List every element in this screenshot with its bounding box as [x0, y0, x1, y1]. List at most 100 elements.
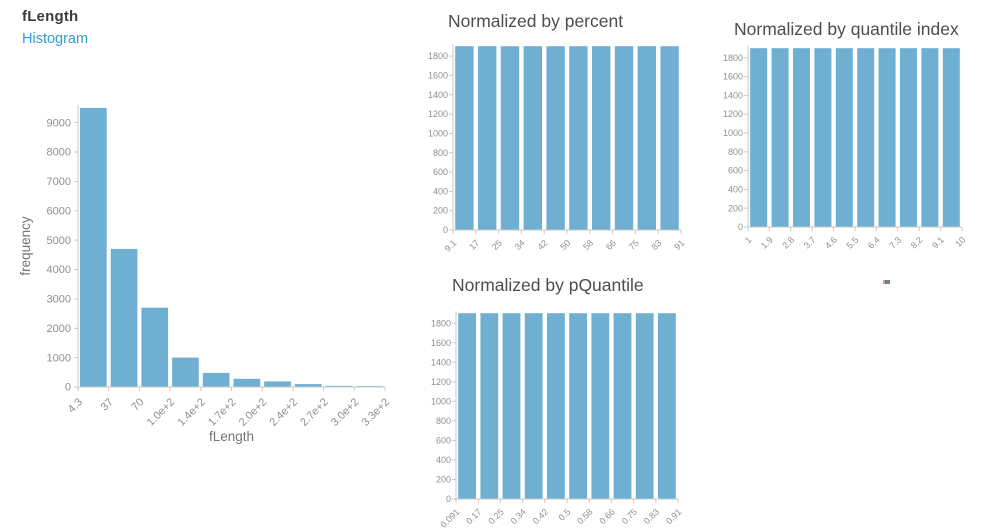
histogram-bar[interactable] — [524, 313, 543, 499]
histogram-bar[interactable] — [857, 48, 875, 228]
histogram-bar[interactable] — [523, 46, 542, 231]
y-tick-label: 3000 — [47, 294, 71, 306]
histogram-bar[interactable] — [546, 46, 565, 231]
x-tick-label: 0.25 — [486, 507, 505, 526]
y-tick-label: 200 — [433, 206, 448, 216]
histogram-bar[interactable] — [614, 46, 634, 231]
histogram-bar[interactable] — [900, 48, 917, 228]
y-tick-label: 200 — [728, 203, 743, 213]
y-tick-label: 7000 — [47, 176, 71, 188]
y-tick-label: 1200 — [431, 377, 451, 387]
x-tick-label: 0.42 — [531, 507, 550, 526]
y-tick-label: 9000 — [47, 117, 71, 129]
histogram-bar[interactable] — [814, 48, 832, 228]
y-tick-label: 600 — [728, 166, 743, 176]
y-tick-label: 8000 — [47, 147, 71, 159]
y-tick-label: 1400 — [428, 90, 448, 100]
y-tick-label: 1000 — [431, 396, 451, 406]
y-tick-label: 1000 — [47, 352, 71, 364]
x-tick-label: 2.8 — [780, 235, 796, 251]
y-tick-label: 1000 — [723, 128, 743, 138]
x-tick-label: 2.4e+2 — [268, 396, 300, 428]
y-tick-label: 1800 — [431, 318, 451, 328]
histogram-bar[interactable] — [480, 313, 499, 499]
histogram-bar[interactable] — [660, 46, 679, 231]
histogram-bar[interactable] — [592, 46, 611, 231]
histogram-bar[interactable] — [750, 48, 768, 228]
x-tick-label: 9.1 — [930, 235, 946, 251]
x-tick-label: 66 — [604, 238, 618, 252]
histogram-bar[interactable] — [141, 307, 169, 387]
y-tick-label: 1000 — [428, 128, 448, 138]
x-tick-label: 75 — [627, 238, 641, 252]
x-tick-label: 4.6 — [823, 235, 839, 251]
x-tick-label: 0.58 — [575, 507, 594, 526]
histogram-bar[interactable] — [502, 313, 521, 499]
x-tick-label: 0.75 — [620, 507, 639, 526]
x-tick-label: 10 — [953, 235, 967, 249]
x-tick-label: 7.3 — [887, 235, 903, 251]
x-tick-label: 0.66 — [597, 507, 616, 526]
x-tick-label: 1.0e+2 — [145, 396, 177, 428]
histogram-bar[interactable] — [458, 313, 476, 499]
y-tick-label: 1800 — [723, 53, 743, 63]
x-tick-label: 0.5 — [556, 507, 572, 523]
y-tick-label: 400 — [728, 184, 743, 194]
histogram-bar[interactable] — [264, 381, 291, 387]
y-tick-label: 4000 — [47, 264, 71, 276]
x-tick-label: 37 — [99, 396, 116, 413]
x-tick-label: 2.0e+2 — [237, 396, 269, 428]
y-tick-label: 0 — [738, 222, 743, 232]
histogram-bar[interactable] — [637, 46, 656, 231]
x-axis-title: fLength — [209, 429, 254, 444]
chart-type-link[interactable]: Histogram — [22, 31, 89, 47]
x-tick-label: 58 — [581, 238, 595, 252]
histogram-bar[interactable] — [455, 46, 474, 231]
histogram-bar[interactable] — [942, 48, 960, 228]
x-tick-label: 25 — [490, 238, 504, 252]
histogram-bar[interactable] — [878, 48, 896, 228]
histogram-bar[interactable] — [569, 46, 588, 231]
y-tick-label: 0 — [446, 494, 451, 504]
histogram-bar[interactable] — [325, 385, 353, 387]
y-tick-label: 600 — [433, 167, 448, 177]
x-tick-label: 3.0e+2 — [329, 396, 361, 428]
x-tick-label: 42 — [535, 238, 549, 252]
histogram-bar[interactable] — [613, 313, 632, 499]
histogram-bar[interactable] — [547, 313, 565, 499]
histogram-bar[interactable] — [793, 48, 810, 228]
chart-normalized_by_percent: 0 200 400 600 800 1000 1200 1400 1600 1800 9.1 17 25… — [428, 44, 686, 254]
histogram-bar[interactable] — [635, 313, 654, 499]
x-tick-label: 50 — [558, 238, 572, 252]
x-tick-label: 34 — [513, 238, 527, 252]
x-tick-label: 2.7e+2 — [298, 396, 330, 428]
chart-normalized_by_quantile_index: 0 200 400 600 800 1000 1200 1400 1600 1800 1 1.9 2.8… — [723, 46, 967, 251]
y-tick-label: 1800 — [428, 51, 448, 61]
histogram-bar[interactable] — [294, 384, 322, 387]
y-axis-title: frequency — [18, 216, 33, 276]
histogram-bar[interactable] — [921, 48, 939, 228]
histogram-bar[interactable] — [233, 378, 261, 387]
histogram-bar[interactable] — [771, 48, 789, 228]
x-tick-label: 83 — [649, 238, 663, 252]
x-tick-label: 8.2 — [909, 235, 925, 251]
histogram-bar[interactable] — [202, 372, 230, 387]
histogram-bar[interactable] — [172, 357, 199, 387]
y-tick-label: 1200 — [428, 109, 448, 119]
histogram-bar[interactable] — [478, 46, 497, 231]
y-tick-label: 6000 — [47, 206, 71, 218]
histogram-bar[interactable] — [569, 313, 587, 499]
histogram-bar[interactable] — [658, 313, 676, 499]
chart-title-normalized-by-quantile-index: Normalized by quantile index — [734, 19, 959, 39]
x-tick-label: 1.9 — [759, 235, 775, 251]
histogram-bar[interactable] — [835, 48, 853, 228]
histogram-bar[interactable] — [110, 248, 138, 387]
histogram-bar[interactable] — [591, 313, 610, 499]
y-tick-label: 0 — [65, 382, 71, 394]
x-tick-label: 4.3 — [66, 396, 85, 415]
y-tick-label: 400 — [436, 455, 451, 465]
x-tick-label: 9.1 — [442, 238, 458, 254]
histogram-bar[interactable] — [80, 107, 107, 388]
x-tick-label: 1 — [743, 235, 754, 246]
histogram-bar[interactable] — [500, 46, 520, 231]
